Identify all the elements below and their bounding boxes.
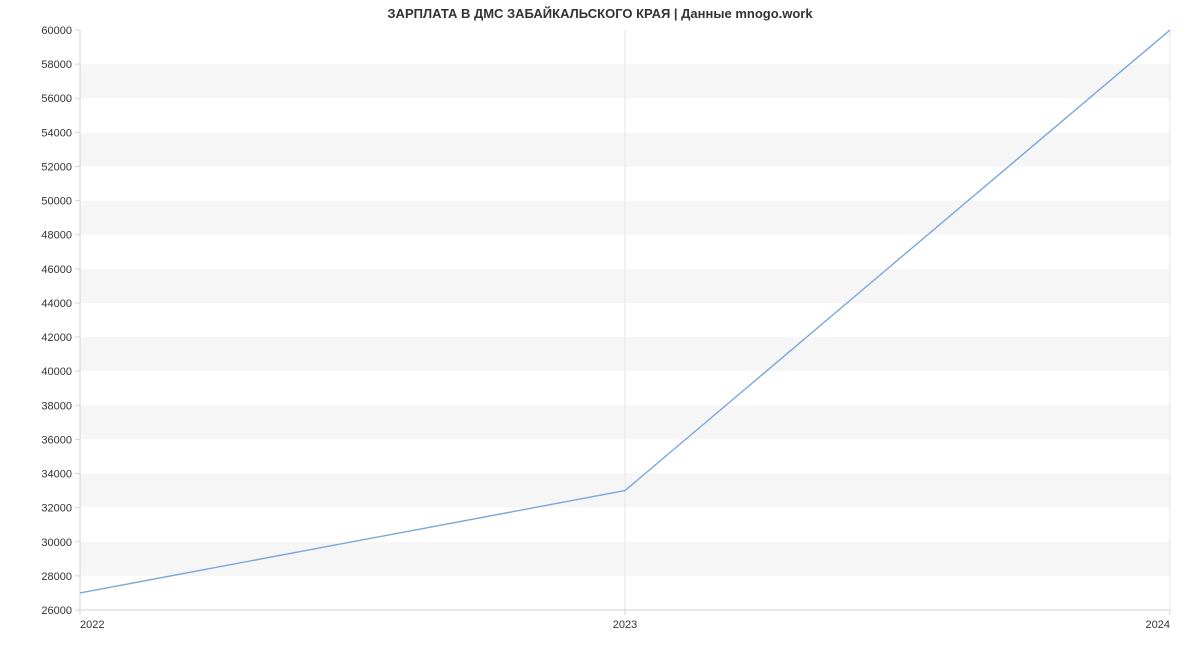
svg-text:2022: 2022 [80,619,104,631]
svg-text:58000: 58000 [41,59,72,71]
svg-text:54000: 54000 [41,127,72,139]
svg-text:2023: 2023 [613,619,637,631]
svg-text:38000: 38000 [41,400,72,412]
svg-text:48000: 48000 [41,230,72,242]
svg-text:2024: 2024 [1146,619,1170,631]
svg-text:30000: 30000 [41,537,72,549]
chart-svg: 26000 28000 30000 32000 34000 36000 38000 40000… [0,0,1200,650]
svg-text:44000: 44000 [41,298,72,310]
svg-text:60000: 60000 [41,25,72,37]
svg-text:36000: 36000 [41,434,72,446]
svg-text:56000: 56000 [41,93,72,105]
svg-text:28000: 28000 [41,571,72,583]
svg-text:40000: 40000 [41,366,72,378]
svg-text:46000: 46000 [41,264,72,276]
svg-text:50000: 50000 [41,196,72,208]
svg-text:26000: 26000 [41,605,72,617]
svg-text:32000: 32000 [41,503,72,515]
line-chart: ЗАРПЛАТА В ДМС ЗАБАЙКАЛЬСКОГО КРАЯ | Дан… [0,0,1200,650]
svg-text:42000: 42000 [41,332,72,344]
svg-text:34000: 34000 [41,469,72,481]
svg-text:52000: 52000 [41,161,72,173]
